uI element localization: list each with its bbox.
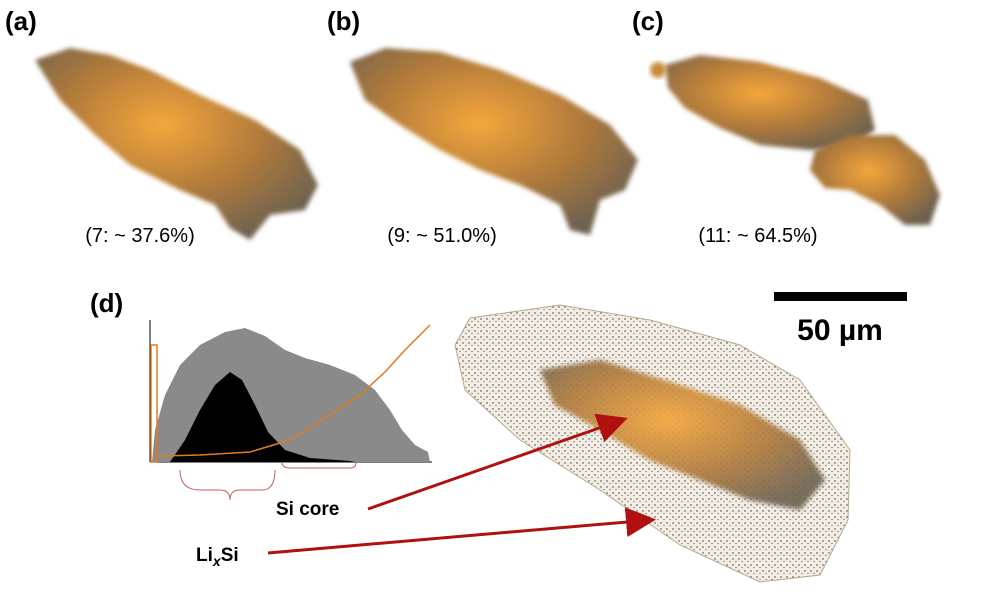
particle-d-core: [540, 360, 825, 510]
caption: (11: ~ 64.5%): [698, 225, 817, 247]
lixsi-part: Li: [196, 545, 213, 566]
particle-c1: [665, 55, 875, 150]
panel-label: (d): [90, 288, 123, 318]
lixsi-part: Si: [221, 545, 239, 566]
brackets: [179, 461, 357, 501]
arrow: [367, 413, 628, 511]
particle-b: [350, 48, 638, 235]
lixsi-label: LixSi: [196, 545, 239, 569]
arrow: [267, 507, 656, 555]
particle-c-fragment: [650, 62, 666, 78]
caption: (9: ~ 51.0%): [387, 225, 497, 247]
panel-label: (b): [327, 6, 360, 36]
lixsi-subscript: x: [212, 553, 222, 569]
particle-c2: [810, 135, 940, 225]
panel-label: (c): [632, 6, 664, 36]
scale-bar: [774, 292, 907, 301]
particle-a: [35, 48, 318, 240]
scale-label: 50 µm: [797, 314, 883, 347]
caption: (7: ~ 37.6%): [85, 225, 195, 247]
histogram: [149, 320, 432, 463]
panel-label: (a): [5, 6, 37, 36]
si-core-label: Si core: [276, 499, 339, 520]
